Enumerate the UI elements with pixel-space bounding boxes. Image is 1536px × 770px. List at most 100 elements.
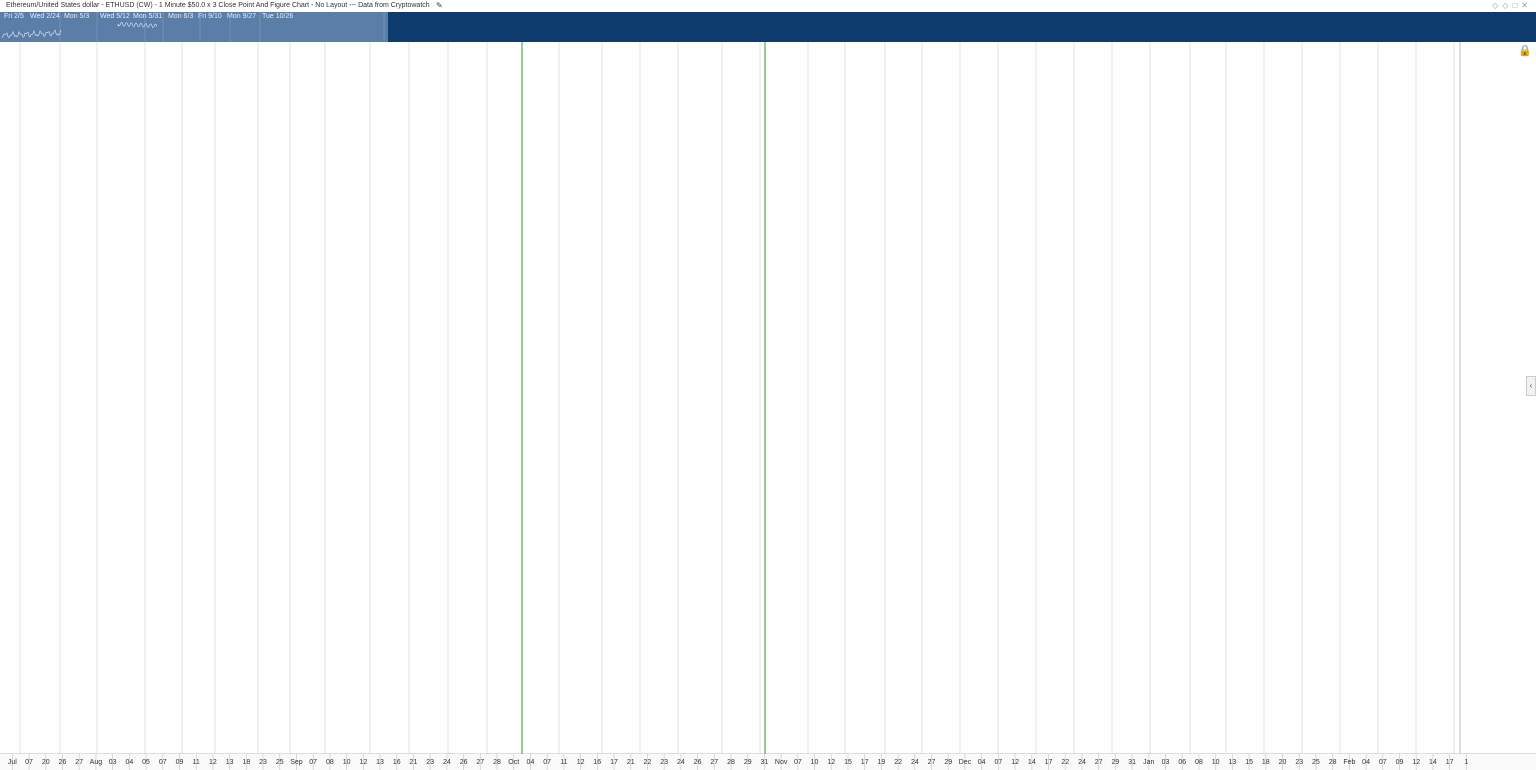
x-tick-label: 25 — [276, 759, 284, 766]
x-tick-label: 16 — [393, 759, 401, 766]
title-bar: Ethereum/United States dollar - ETHUSD (… — [0, 0, 1536, 12]
navigator-labels: Fri 2/5 Wed 2/24 Mon 5/3 Wed 5/12 Mon 5/31 Mo… — [0, 12, 388, 24]
navigator-spark-line — [1, 29, 62, 39]
x-tick-label: 28 — [493, 759, 501, 766]
x-tick-label: 20 — [1279, 759, 1287, 766]
x-tick-label: 04 — [527, 759, 535, 766]
x-tick-label: 27 — [710, 759, 718, 766]
x-tick-label: 23 — [259, 759, 267, 766]
x-tick-label: 09 — [1396, 759, 1404, 766]
x-tick-label: 31 — [761, 759, 769, 766]
x-tick-label: 28 — [727, 759, 735, 766]
x-tick-label: 07 — [25, 759, 33, 766]
x-tick-label: 20 — [42, 759, 50, 766]
x-tick-label: 18 — [242, 759, 250, 766]
navigator-date-label: Fri 2/5 — [4, 13, 24, 20]
x-tick-label: 26 — [59, 759, 67, 766]
navigator-date-label: Mon 6/3 — [168, 13, 194, 20]
x-tick-label: Sep — [290, 759, 303, 766]
x-tick-label: Dec — [959, 759, 972, 766]
x-tick-label: 13 — [226, 759, 234, 766]
x-tick-label: Jan — [1143, 759, 1154, 766]
x-tick-label: 23 — [426, 759, 434, 766]
x-tick-label: 23 — [1295, 759, 1303, 766]
x-tick-label: 17 — [1446, 759, 1454, 766]
x-tick-label: 05 — [142, 759, 150, 766]
navigator-date-label: Fri 9/10 — [198, 13, 222, 20]
x-tick-label: 14 — [1429, 759, 1437, 766]
x-tick-label: 12 — [1412, 759, 1420, 766]
x-tick-label: 22 — [1061, 759, 1069, 766]
x-tick-label: 15 — [1245, 759, 1253, 766]
x-tick-label: 29 — [744, 759, 752, 766]
x-tick-label: 11 — [560, 759, 567, 766]
navigator-date-label: Mon 5/3 — [64, 13, 90, 20]
x-tick-label: 07 — [1379, 759, 1387, 766]
x-tick-label: 18 — [1262, 759, 1270, 766]
navigator-date-label: Wed 5/12 — [100, 13, 130, 20]
x-tick-label: 12 — [827, 759, 835, 766]
navigator-date-label: Mon 5/31 — [133, 13, 163, 20]
x-tick-label: 04 — [125, 759, 133, 766]
x-tick-label: 22 — [644, 759, 652, 766]
x-tick-label: 27 — [476, 759, 484, 766]
x-tick-label: 24 — [1078, 759, 1086, 766]
x-tick-label: 15 — [844, 759, 852, 766]
x-tick-label: Nov — [775, 759, 788, 766]
navigator-spark-line — [117, 22, 158, 29]
x-tick-label: Jul — [8, 759, 17, 766]
x-tick-label: 21 — [627, 759, 635, 766]
x-tick-label: 07 — [159, 759, 167, 766]
x-tick-label: 21 — [410, 759, 418, 766]
navigator-sparkline — [1, 12, 385, 42]
x-tick-label: 10 — [343, 759, 351, 766]
x-tick-label: 16 — [593, 759, 601, 766]
x-tick-label: 08 — [1195, 759, 1203, 766]
x-tick-label: Oct — [508, 759, 519, 766]
pnf-chart[interactable]: 3800.004050.004300.004550.004800.005050.… — [0, 42, 1536, 770]
x-tick-label: 08 — [326, 759, 334, 766]
x-tick-label: 12 — [577, 759, 585, 766]
x-tick-label: 06 — [1178, 759, 1186, 766]
x-tick-label: 14 — [1028, 759, 1036, 766]
navigator-window[interactable] — [0, 12, 388, 42]
x-tick-label: 07 — [794, 759, 802, 766]
x-tick-label: Feb — [1343, 759, 1355, 766]
lock-icon[interactable]: 🔒 — [1518, 45, 1532, 57]
x-tick-label: 17 — [610, 759, 618, 766]
navigator-date-label: Tue 10/26 — [262, 13, 294, 20]
x-tick-label: 12 — [1011, 759, 1019, 766]
x-tick-label: 29 — [1111, 759, 1119, 766]
time-axis-band — [0, 754, 1536, 770]
x-tick-label: 28 — [1329, 759, 1337, 766]
x-tick-label: 24 — [443, 759, 451, 766]
x-tick-label: 04 — [1362, 759, 1370, 766]
x-tick-label: 25 — [1312, 759, 1320, 766]
chart-title: Ethereum/United States dollar - ETHUSD (… — [6, 2, 430, 9]
x-tick-label: 17 — [1045, 759, 1053, 766]
window-controls[interactable]: ◇◇□✕ — [1492, 1, 1532, 10]
x-tick-label: 13 — [1228, 759, 1236, 766]
x-tick-label: 09 — [176, 759, 184, 766]
x-tick-label: 19 — [878, 759, 886, 766]
x-tick-label: 26 — [460, 759, 468, 766]
x-tick-label: 11 — [193, 759, 200, 766]
x-tick-label: 07 — [543, 759, 551, 766]
x-tick-label: 31 — [1128, 759, 1136, 766]
x-tick-label: 13 — [376, 759, 384, 766]
x-tick-label: 27 — [928, 759, 936, 766]
pencil-icon[interactable]: ✎ — [436, 1, 443, 10]
x-tick-label: 29 — [944, 759, 952, 766]
navigator-bar[interactable]: Fri 2/5 Wed 2/24 Mon 5/3 Wed 5/12 Mon 5/31 Mo… — [0, 12, 1536, 42]
x-tick-label: 04 — [978, 759, 986, 766]
x-tick-label: 10 — [811, 759, 819, 766]
x-tick-label: 1 — [1464, 759, 1468, 766]
x-tick-label: 26 — [694, 759, 702, 766]
x-tick-label: 03 — [1162, 759, 1170, 766]
x-tick-label: 10 — [1212, 759, 1220, 766]
navigator-date-label: Mon 9/27 — [227, 13, 257, 20]
navigator-date-label: Wed 2/24 — [30, 13, 60, 20]
x-tick-label: 07 — [995, 759, 1003, 766]
x-tick-label: 12 — [209, 759, 217, 766]
x-tick-label: 24 — [677, 759, 685, 766]
